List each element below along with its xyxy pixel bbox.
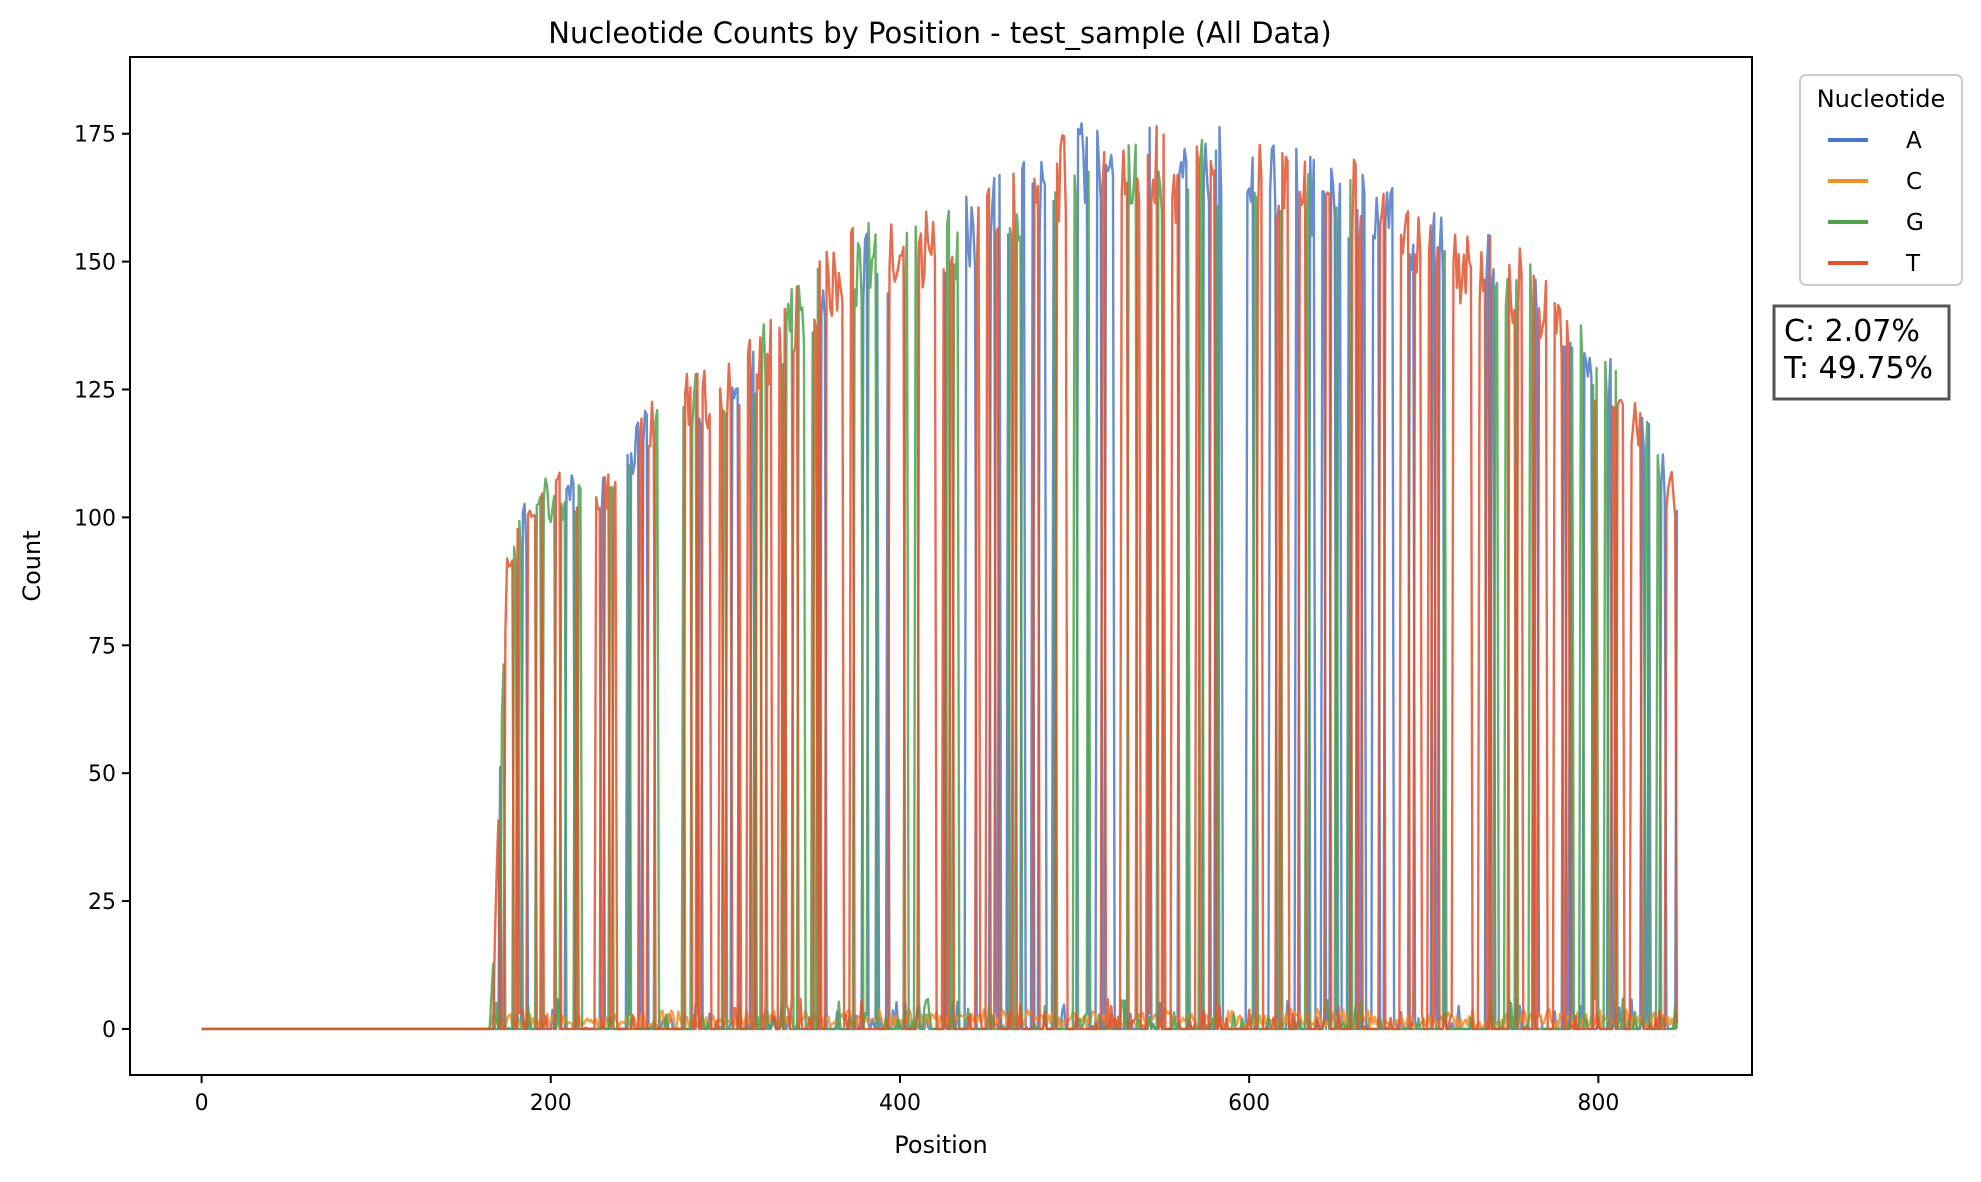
x-axis: 0 200 400 600 800 <box>195 1075 1619 1116</box>
chart-title: Nucleotide Counts by Position - test_sam… <box>548 16 1332 50</box>
x-tick-label: 0 <box>195 1091 209 1116</box>
legend-label-g: G <box>1906 210 1924 236</box>
y-axis-label: Count <box>18 530 46 601</box>
legend-label-c: C <box>1906 169 1922 195</box>
x-axis-label: Position <box>894 1131 987 1159</box>
plot-frame <box>129 56 1753 1076</box>
series-layer <box>201 122 1679 1031</box>
series-line-t <box>201 125 1679 1031</box>
y-axis: 0 25 50 75 100 125 150 175 <box>74 123 130 1043</box>
legend-label-a: A <box>1906 128 1922 154</box>
y-tick-label: 150 <box>74 251 116 276</box>
stats-line-c: C: 2.07% <box>1784 314 1920 349</box>
x-tick-label: 800 <box>1577 1091 1619 1116</box>
legend-box <box>1799 74 1963 286</box>
x-tick-label: 600 <box>1228 1091 1270 1116</box>
y-tick-label: 100 <box>74 506 116 531</box>
stats-box: C: 2.07% T: 49.75% <box>1772 304 1951 401</box>
y-tick-label: 0 <box>102 1018 116 1043</box>
legend-label-t: T <box>1905 251 1921 277</box>
y-tick-label: 175 <box>74 123 116 148</box>
x-tick-label: 200 <box>530 1091 572 1116</box>
stats-line-t: T: 49.75% <box>1783 351 1933 386</box>
y-tick-label: 50 <box>88 762 116 787</box>
x-tick-label: 400 <box>879 1091 921 1116</box>
legend-title: Nucleotide <box>1817 85 1946 113</box>
y-tick-label: 75 <box>88 634 116 659</box>
y-tick-label: 125 <box>74 379 116 404</box>
stats-box-frame <box>1772 304 1951 401</box>
y-tick-label: 25 <box>88 890 116 915</box>
